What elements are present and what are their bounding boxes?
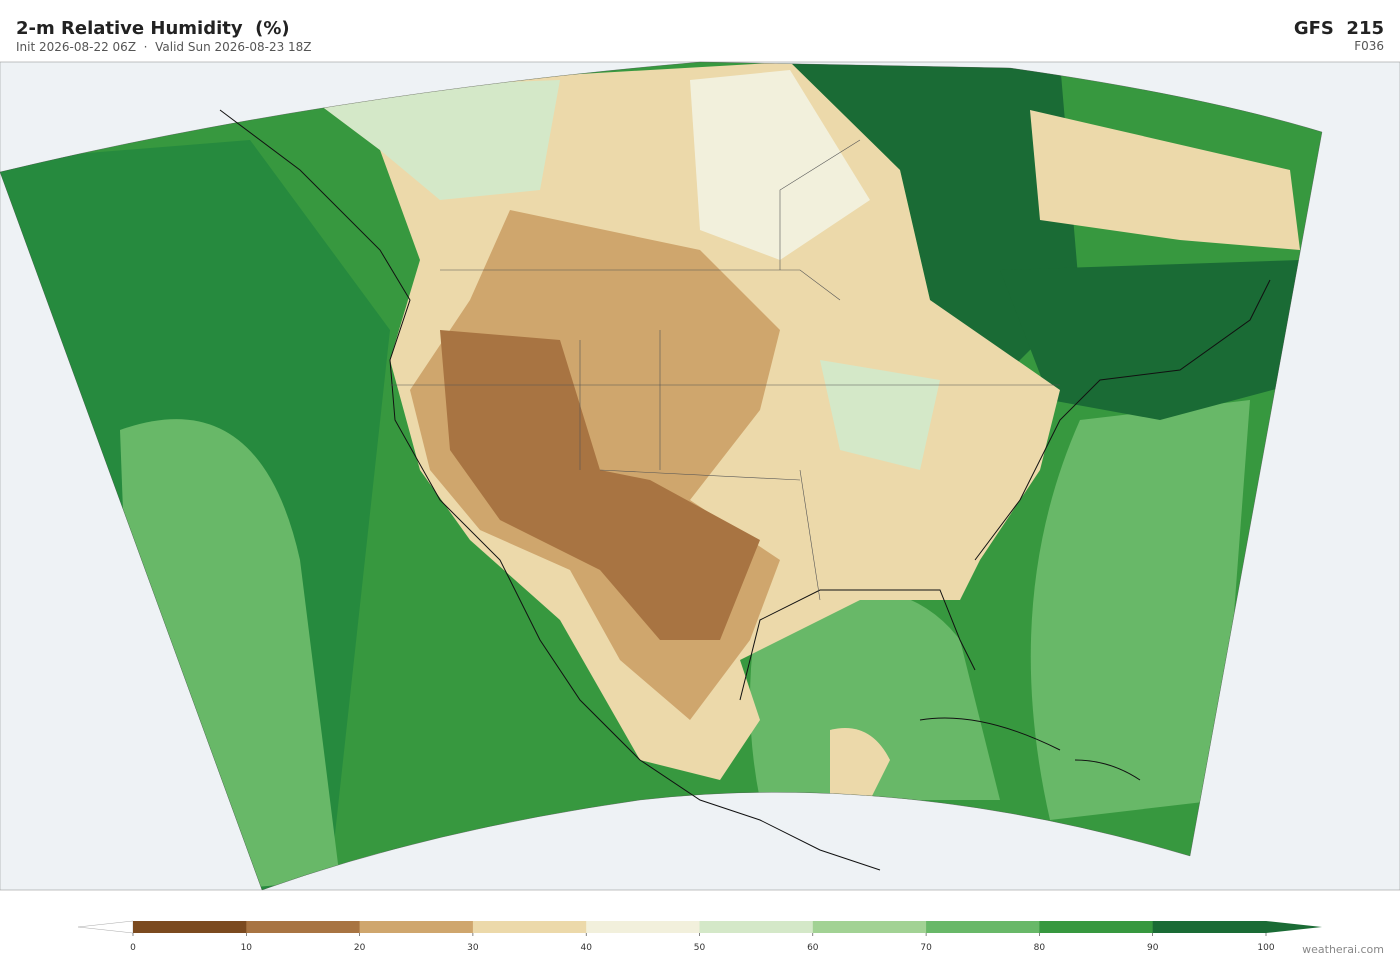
- borders: [390, 139, 1060, 601]
- coastline: [219, 109, 1271, 871]
- field: [0, 62, 1322, 890]
- forecast-hour: F036: [1354, 39, 1384, 53]
- domain-edge: [0, 61, 1323, 891]
- colorbar-tick-label: 100: [1257, 943, 1274, 953]
- colorbar-tick-label: 30: [467, 943, 479, 953]
- colorbar-segment: [812, 921, 927, 933]
- colorbar-segment: [133, 921, 247, 933]
- colorbar-segment: [359, 921, 474, 933]
- colorbar-tick-label: 20: [354, 943, 366, 953]
- colorbar-over: [1266, 921, 1322, 933]
- colorbar-tick-label: 60: [807, 943, 819, 953]
- colorbar-under: [77, 920, 134, 934]
- colorbar-tick-label: 10: [241, 943, 253, 953]
- title: 2-m Relative Humidity (%): [16, 18, 290, 39]
- colorbar-tick-label: 70: [920, 943, 932, 953]
- credit: weatherai.com: [1302, 943, 1384, 956]
- colorbar-tick-label: 80: [1034, 943, 1046, 953]
- colorbar-tick-label: 40: [580, 943, 592, 953]
- colorbar: 0 10 20 30 40 50 60 70 80 90 100: [77, 920, 1322, 953]
- subtitle: Init 2026-08-22 06Z · Valid Sun 2026-08-…: [16, 40, 312, 54]
- colorbar-segment: [699, 921, 814, 933]
- colorbar-segment: [586, 921, 700, 933]
- colorbar-segment: [1039, 921, 1154, 933]
- model: GFS 215: [1294, 18, 1384, 39]
- colorbar-segment: [246, 921, 361, 933]
- colorbar-segment: [472, 921, 587, 933]
- map: [0, 61, 1400, 891]
- colorbar-tick-label: 90: [1147, 943, 1159, 953]
- colorbar-segment: [1152, 921, 1267, 933]
- colorbar-tick-label: 50: [694, 943, 706, 953]
- colorbar-tick-label: 0: [130, 943, 136, 953]
- colorbar-segment: [926, 921, 1040, 933]
